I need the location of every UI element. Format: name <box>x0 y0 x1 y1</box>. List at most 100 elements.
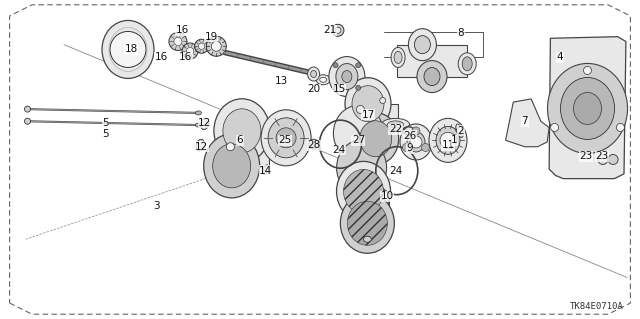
Text: 19: 19 <box>205 32 218 42</box>
Text: 24: 24 <box>389 166 402 176</box>
Text: 12: 12 <box>195 142 208 152</box>
Ellipse shape <box>196 139 205 151</box>
Circle shape <box>206 36 227 56</box>
Ellipse shape <box>391 48 405 67</box>
Bar <box>353 104 398 139</box>
Circle shape <box>195 39 209 53</box>
Ellipse shape <box>408 29 436 61</box>
Text: 15: 15 <box>333 84 346 94</box>
Circle shape <box>356 85 361 90</box>
Text: 22: 22 <box>389 124 402 134</box>
Ellipse shape <box>417 61 447 93</box>
Ellipse shape <box>415 36 431 54</box>
Circle shape <box>110 32 146 67</box>
Ellipse shape <box>348 201 387 245</box>
Ellipse shape <box>344 169 383 213</box>
Text: 26: 26 <box>403 130 416 141</box>
Circle shape <box>186 48 194 55</box>
Polygon shape <box>549 37 626 179</box>
Ellipse shape <box>310 70 317 78</box>
Text: 4: 4 <box>557 52 563 63</box>
Text: 9: 9 <box>406 143 413 153</box>
Ellipse shape <box>320 77 326 82</box>
Ellipse shape <box>364 236 371 242</box>
Text: 11: 11 <box>442 140 454 150</box>
Circle shape <box>211 41 221 51</box>
Circle shape <box>440 132 456 148</box>
Text: 23: 23 <box>595 151 608 161</box>
Text: 20: 20 <box>307 84 320 94</box>
Ellipse shape <box>24 106 31 112</box>
Circle shape <box>422 144 429 152</box>
Circle shape <box>174 37 182 46</box>
Text: 18: 18 <box>125 44 138 55</box>
Ellipse shape <box>337 140 387 196</box>
Ellipse shape <box>336 63 358 90</box>
Circle shape <box>333 63 338 68</box>
Ellipse shape <box>102 20 154 78</box>
Ellipse shape <box>223 109 261 153</box>
Bar <box>397 45 467 77</box>
Circle shape <box>227 143 234 151</box>
Ellipse shape <box>200 118 209 130</box>
Circle shape <box>598 154 608 165</box>
Text: 21: 21 <box>323 25 336 35</box>
Ellipse shape <box>407 132 425 152</box>
Text: 14: 14 <box>259 166 272 176</box>
Ellipse shape <box>262 165 269 174</box>
Text: 16: 16 <box>176 25 189 35</box>
Text: 2: 2 <box>458 126 464 136</box>
Text: 27: 27 <box>352 135 365 145</box>
Ellipse shape <box>24 118 31 124</box>
Ellipse shape <box>337 161 390 221</box>
Ellipse shape <box>573 93 602 124</box>
Circle shape <box>410 136 422 148</box>
Text: 7: 7 <box>522 116 528 126</box>
Ellipse shape <box>342 70 352 83</box>
Text: 13: 13 <box>275 76 288 86</box>
Text: 17: 17 <box>362 110 374 120</box>
Ellipse shape <box>394 51 402 63</box>
Text: 5: 5 <box>102 118 109 128</box>
Text: 3: 3 <box>154 201 160 211</box>
Circle shape <box>182 43 198 59</box>
Text: 16: 16 <box>179 52 192 63</box>
Text: 28: 28 <box>307 140 320 150</box>
Ellipse shape <box>268 118 304 158</box>
Circle shape <box>608 154 618 165</box>
Ellipse shape <box>452 135 457 143</box>
Ellipse shape <box>333 105 383 161</box>
Ellipse shape <box>381 118 410 130</box>
Ellipse shape <box>353 113 399 165</box>
Ellipse shape <box>316 75 330 85</box>
Text: 23: 23 <box>579 151 592 161</box>
Circle shape <box>412 127 420 135</box>
Circle shape <box>169 33 187 50</box>
Ellipse shape <box>548 63 627 153</box>
Circle shape <box>380 98 386 103</box>
Circle shape <box>335 27 341 33</box>
Text: 16: 16 <box>155 52 168 63</box>
Ellipse shape <box>458 53 476 75</box>
Circle shape <box>333 85 338 90</box>
Ellipse shape <box>388 121 404 128</box>
Text: 12: 12 <box>198 118 211 128</box>
Circle shape <box>616 123 625 131</box>
Bar <box>346 191 389 223</box>
Ellipse shape <box>329 56 365 97</box>
Ellipse shape <box>352 86 384 122</box>
Ellipse shape <box>204 134 260 198</box>
Circle shape <box>356 105 364 114</box>
Ellipse shape <box>462 57 472 71</box>
Ellipse shape <box>308 67 319 81</box>
Text: 25: 25 <box>278 135 291 145</box>
Text: TK84E0710A: TK84E0710A <box>570 302 624 311</box>
Text: 24: 24 <box>333 145 346 155</box>
Ellipse shape <box>436 126 460 154</box>
Text: 10: 10 <box>381 191 394 201</box>
Text: 5: 5 <box>102 129 109 139</box>
Ellipse shape <box>345 78 391 130</box>
Ellipse shape <box>456 124 463 137</box>
Circle shape <box>356 63 361 68</box>
Ellipse shape <box>340 193 394 253</box>
